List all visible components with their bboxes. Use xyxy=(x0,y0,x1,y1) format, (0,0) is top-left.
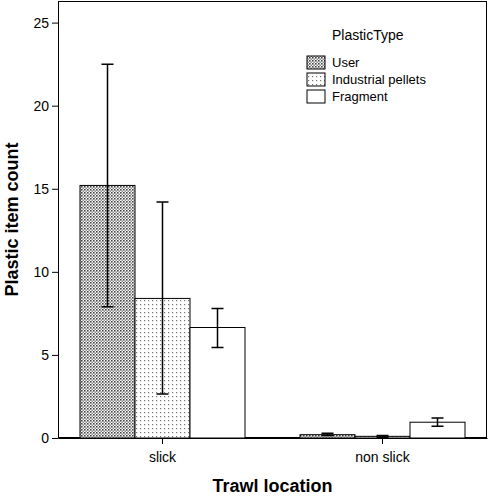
y-axis: 0 5 10 15 20 25 xyxy=(33,2,58,446)
y-tick-mark xyxy=(52,23,58,24)
x-tick-label: non slick xyxy=(355,449,410,465)
error-bar xyxy=(157,202,169,394)
legend-swatch xyxy=(307,90,325,103)
plot-frame xyxy=(59,2,487,438)
error-bar xyxy=(212,308,224,347)
y-tick-label: 20 xyxy=(33,98,49,114)
y-tick-label: 15 xyxy=(33,181,49,197)
y-tick-label: 0 xyxy=(41,430,49,446)
y-axis-title: Plastic item count xyxy=(2,142,22,296)
x-tick: non slick xyxy=(355,438,410,465)
x-axis-line xyxy=(59,438,488,439)
x-tick: slick xyxy=(149,438,177,465)
y-tick-label: 25 xyxy=(33,15,49,31)
x-tick-mark xyxy=(162,438,163,444)
bars xyxy=(80,64,465,438)
x-axis-title: Trawl location xyxy=(212,476,332,496)
y-tick-mark xyxy=(52,438,58,439)
legend-swatch xyxy=(307,56,325,69)
error-bar xyxy=(377,436,389,438)
y-tick: 15 xyxy=(33,181,58,197)
y-tick-mark xyxy=(52,189,58,190)
legend-label: Fragment xyxy=(332,89,388,104)
legend-label: User xyxy=(332,55,360,70)
y-tick: 25 xyxy=(33,15,58,31)
y-tick: 10 xyxy=(33,264,58,280)
x-tick-label: slick xyxy=(149,449,177,465)
legend-swatch xyxy=(307,73,325,86)
y-tick-label: 5 xyxy=(41,347,49,363)
y-tick-mark xyxy=(52,355,58,356)
y-tick: 0 xyxy=(41,430,58,446)
y-tick-label: 10 xyxy=(33,264,49,280)
y-tick-mark xyxy=(52,106,58,107)
x-axis: slick non slick xyxy=(59,438,488,465)
error-bar xyxy=(102,64,114,307)
legend-title: PlasticType xyxy=(332,27,404,43)
chart-svg: 0 5 10 15 20 25 slick non slick Trawl location Pl… xyxy=(0,0,500,498)
y-tick: 5 xyxy=(41,347,58,363)
y-tick: 20 xyxy=(33,98,58,114)
legend-label: Industrial pellets xyxy=(332,72,426,87)
error-bar xyxy=(432,418,444,426)
y-tick-mark xyxy=(52,272,58,273)
chart-container: 0 5 10 15 20 25 slick non slick Trawl location Pl… xyxy=(0,0,500,498)
legend: PlasticType User Industrial pellets Fragmen… xyxy=(307,27,426,104)
bar xyxy=(355,436,410,438)
error-bar xyxy=(322,433,334,435)
x-tick-mark xyxy=(382,438,383,444)
y-axis-line xyxy=(58,2,59,439)
